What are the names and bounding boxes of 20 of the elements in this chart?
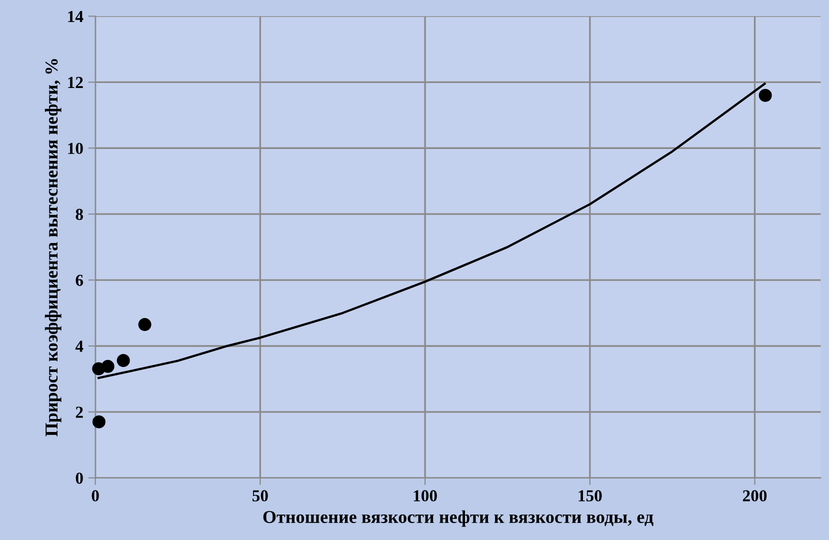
y-tick-label: 10	[68, 142, 83, 154]
x-tick-label: 0	[92, 490, 99, 502]
x-tick-label: 100	[414, 490, 437, 502]
point	[92, 415, 106, 428]
y-tick-label: 2	[76, 406, 83, 418]
x-axis-title: Отношение вязкости нефти к вязкости воды, ед	[263, 510, 654, 527]
y-tick-label: 6	[76, 274, 84, 286]
y-axis-title: Прирост коэффициента вытеснения нефти, %	[44, 59, 62, 436]
y-tick-label: 0	[76, 472, 83, 484]
point	[116, 354, 130, 367]
y-tick-label: 14	[68, 10, 84, 22]
y-tick-label: 4	[75, 340, 84, 352]
point	[758, 88, 772, 102]
point	[138, 318, 152, 332]
y-tick-label: 8	[76, 208, 83, 220]
y-tick-label: 12	[68, 76, 83, 88]
x-tick-label: 200	[742, 490, 767, 502]
x-tick-label: 150	[578, 490, 602, 502]
point	[101, 360, 114, 373]
x-tick-label: 50	[252, 490, 268, 502]
